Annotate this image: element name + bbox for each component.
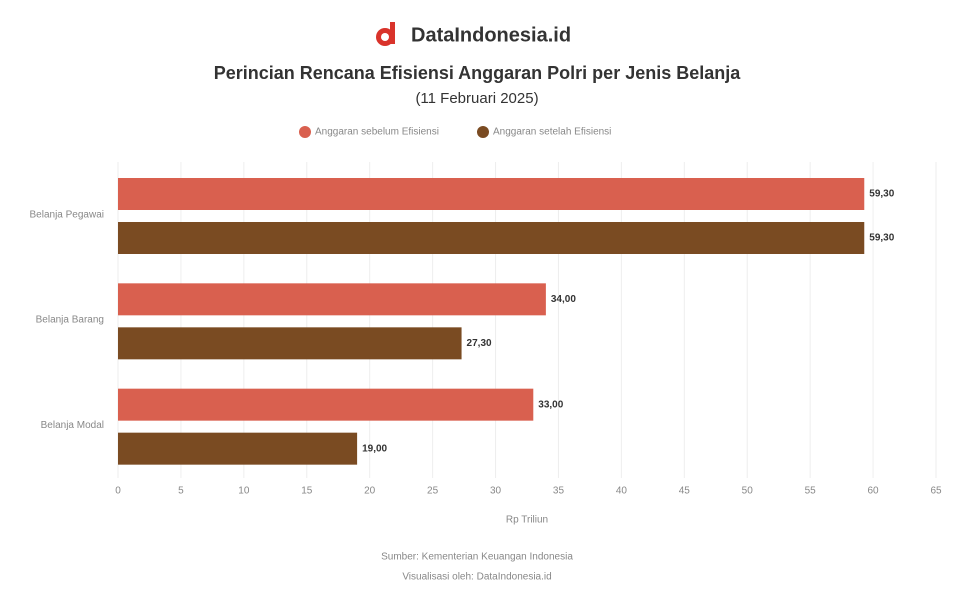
chart-subtitle: (11 Februari 2025) — [415, 90, 538, 107]
x-tick-label: 0 — [115, 486, 121, 497]
x-tick-label: 5 — [178, 486, 184, 497]
legend-label: Anggaran setelah Efisiensi — [493, 127, 611, 138]
logo — [376, 22, 395, 46]
y-tick-label: Belanja Modal — [41, 420, 104, 431]
brand: DataIndonesia.id — [411, 24, 571, 46]
source: Visualisasi oleh: DataIndonesia.id — [402, 572, 551, 583]
x-tick-label: 60 — [868, 486, 880, 497]
bar — [118, 388, 534, 421]
bar — [118, 327, 462, 360]
data-label: 19,00 — [362, 443, 387, 454]
data-label: 33,00 — [538, 399, 563, 410]
x-tick-label: 40 — [616, 486, 628, 497]
bar — [118, 178, 865, 210]
bar — [118, 222, 865, 254]
x-tick-label: 30 — [490, 486, 502, 497]
x-tick-label: 20 — [364, 486, 376, 497]
data-label: 59,30 — [869, 189, 894, 200]
x-tick-label: 25 — [427, 486, 439, 497]
x-tick-label: 45 — [679, 486, 691, 497]
x-tick-label: 50 — [742, 486, 754, 497]
data-label: 27,30 — [467, 338, 492, 349]
data-label: 34,00 — [551, 294, 576, 305]
x-tick-label: 15 — [301, 486, 313, 497]
x-axis-title: Rp Triliun — [506, 515, 548, 526]
legend-label: Anggaran sebelum Efisiensi — [315, 127, 439, 138]
y-tick-label: Belanja Barang — [36, 315, 104, 326]
x-tick-label: 10 — [238, 486, 250, 497]
x-tick-label: 65 — [930, 486, 942, 497]
data-label: 59,30 — [869, 233, 894, 244]
source: Sumber: Kementerian Keuangan Indonesia — [381, 552, 573, 563]
legend-marker — [477, 126, 489, 138]
bar — [118, 432, 358, 465]
legend-marker — [299, 126, 311, 138]
bar — [118, 283, 546, 316]
x-tick-label: 55 — [805, 486, 817, 497]
y-tick-label: Belanja Pegawai — [30, 209, 105, 220]
chart-title: Perincian Rencana Efisiensi Anggaran Pol… — [214, 63, 742, 83]
x-tick-label: 35 — [553, 486, 565, 497]
